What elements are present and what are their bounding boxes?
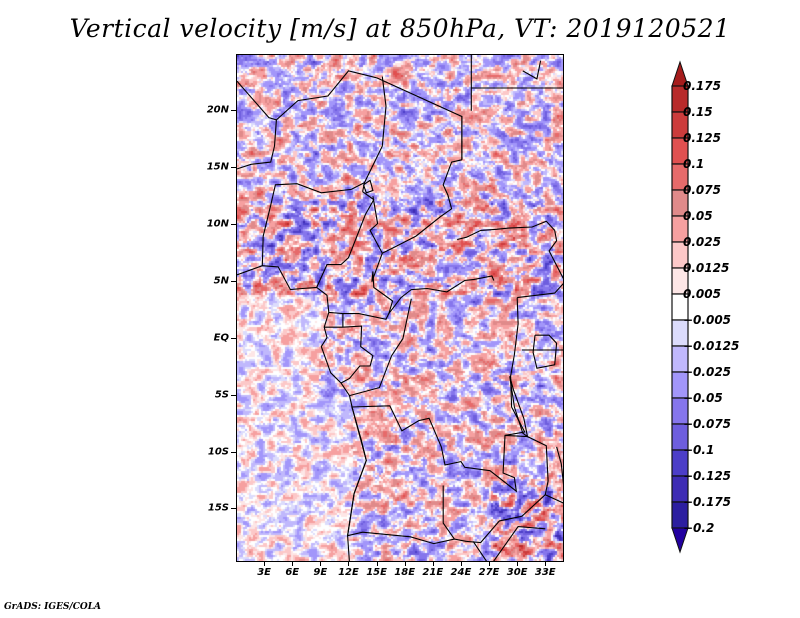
nigeria-cameroon-border	[316, 191, 375, 288]
y-tick	[231, 508, 236, 510]
x-tick-label: 9E	[313, 567, 328, 578]
lake-victoria	[532, 334, 558, 369]
y-tick	[231, 394, 236, 396]
y-tick	[231, 166, 236, 168]
x-tick	[432, 562, 434, 566]
colorbar-graphic	[671, 60, 689, 554]
x-tick	[348, 562, 350, 566]
x-tick-label: 30E	[506, 567, 528, 578]
gabon-border	[324, 313, 374, 384]
algeria-niger-libya-border	[237, 70, 377, 121]
sudan-south-sudan-border	[457, 220, 556, 241]
lake-tanganyika	[509, 376, 529, 438]
y-tick-label: 20N	[206, 104, 229, 116]
x-tick	[292, 562, 294, 566]
congo-drc-border	[349, 298, 412, 397]
y-tick-label: 15N	[206, 161, 229, 173]
x-tick-label: 3E	[257, 567, 272, 578]
colorbar-label: 0.0125	[683, 261, 730, 275]
colorbar-label: 0.05	[683, 209, 713, 223]
nile-river	[522, 60, 542, 80]
chad-cameroon-car-border	[369, 159, 463, 254]
x-tick-label: 15E	[366, 567, 387, 578]
colorbar-label: 0.005	[683, 287, 721, 301]
map-plot-area	[236, 54, 564, 562]
tanzania-mozambique	[545, 494, 563, 504]
libya-chad-border	[376, 77, 463, 160]
x-tick-label: 24E	[450, 567, 472, 578]
x-tick	[320, 562, 322, 566]
chart-title: Vertical velocity [m/s] at 850hPa, VT: 2…	[69, 14, 731, 43]
y-tick-label: 5S	[214, 389, 229, 401]
y-tick-label: EQ	[213, 332, 229, 344]
colorbar-label: −0.025	[683, 365, 732, 379]
x-tick	[517, 562, 519, 566]
lake-chad	[362, 179, 374, 194]
country-borders	[237, 55, 563, 561]
nigeria-benin-border	[261, 205, 272, 266]
y-tick-label: 5N	[213, 275, 229, 287]
colorbar-extend-min-arrow	[671, 527, 689, 554]
niger-nigeria-border	[270, 182, 365, 206]
y-tick-label: 10N	[206, 218, 229, 230]
colorbar-label: −0.075	[683, 417, 732, 431]
colorbar-label: 0.025	[683, 235, 721, 249]
colorbar-label: −0.2	[683, 521, 715, 535]
vertical-velocity-field	[237, 55, 563, 561]
y-tick-label: 10S	[207, 446, 229, 458]
cameroon-congo-border	[328, 271, 394, 320]
colorbar-label: 0.15	[683, 105, 713, 119]
car-border-south	[388, 275, 495, 314]
x-tick	[404, 562, 406, 566]
drc-east-border	[351, 297, 526, 493]
x-tick	[489, 562, 491, 566]
x-tick	[545, 562, 547, 566]
colorbar-label: −0.175	[683, 495, 732, 509]
colorbar-label: −0.005	[683, 313, 732, 327]
y-tick	[231, 451, 236, 453]
x-tick	[264, 562, 266, 566]
angola-zambia-border	[442, 485, 455, 540]
angola-border	[346, 407, 467, 545]
y-tick	[231, 223, 236, 225]
credit-label: GrADS: IGES/COLA	[4, 602, 102, 612]
y-tick-label: 15S	[207, 502, 229, 514]
x-tick-label: 6E	[285, 567, 300, 578]
colorbar-label: −0.1	[683, 443, 715, 457]
y-tick	[231, 109, 236, 111]
colorbar-label: −0.125	[683, 469, 732, 483]
x-tick	[460, 562, 462, 566]
colorbar-label: 0.125	[683, 131, 721, 145]
x-tick-label: 12E	[338, 567, 359, 578]
coastline-west	[237, 265, 367, 561]
colorbar-label: −0.0125	[683, 339, 740, 353]
uganda-kenya-border	[517, 283, 563, 299]
x-tick-label: 27E	[478, 567, 500, 578]
colorbar-label: 0.1	[683, 157, 705, 171]
colorbar-label: 0.175	[683, 79, 721, 93]
south-sudan-ethiopia	[548, 230, 563, 280]
zimbabwe-border	[472, 526, 546, 561]
x-tick-label: 33E	[534, 567, 556, 578]
x-tick	[376, 562, 378, 566]
colorbar-label: −0.05	[683, 391, 723, 405]
y-tick	[231, 337, 236, 339]
lake-malawi	[556, 446, 563, 485]
niger-chad-border	[362, 76, 387, 192]
niger-mali-border	[237, 119, 277, 170]
zambia-border	[466, 434, 549, 544]
colorbar-label: 0.075	[683, 183, 721, 197]
x-tick-label: 21E	[422, 567, 444, 578]
y-tick	[231, 280, 236, 282]
x-tick-label: 18E	[394, 567, 416, 578]
